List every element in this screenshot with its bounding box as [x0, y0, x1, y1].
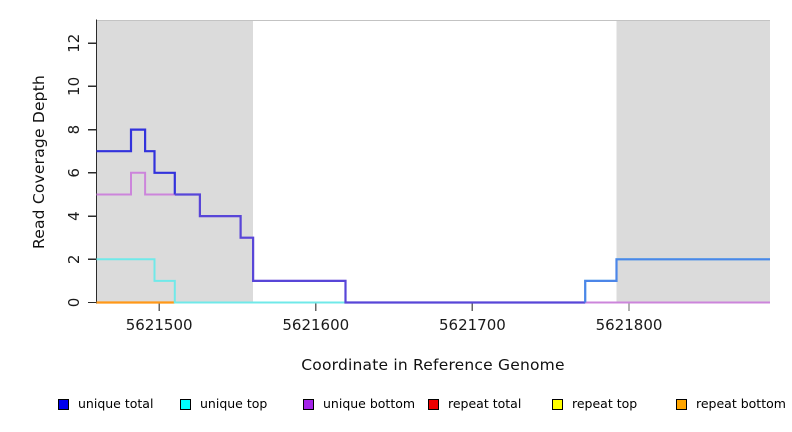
- legend-swatch-icon: [303, 398, 314, 410]
- legend-item-repeat-total: repeat total: [428, 397, 521, 411]
- legend-swatch-icon: [676, 398, 687, 410]
- shaded-region: [96, 20, 254, 304]
- legend-label: unique top: [200, 396, 268, 411]
- y-axis-tick-label: 10: [65, 77, 83, 96]
- unique-total-line-light: [584, 258, 770, 303]
- legend-item-unique-top: unique top: [180, 397, 267, 411]
- legend-swatch-icon: [428, 398, 439, 410]
- y-axis-tick-label: 2: [65, 255, 83, 265]
- legend-label: unique bottom: [323, 396, 416, 411]
- legend-swatch-icon: [58, 398, 69, 410]
- x-axis-title: Coordinate in Reference Genome: [301, 356, 565, 374]
- x-axis-tick-label: 5621700: [439, 316, 506, 334]
- y-axis-tick-label: 12: [65, 34, 83, 53]
- legend-label: repeat top: [572, 396, 638, 411]
- y-axis-tick-label: 8: [65, 125, 83, 135]
- y-axis-tick-label: 4: [65, 211, 83, 221]
- x-axis-tick-label: 5621500: [126, 316, 193, 334]
- legend-swatch-icon: [552, 398, 563, 410]
- legend-item-repeat-top: repeat top: [552, 397, 637, 411]
- x-axis-tick-label: 5621800: [596, 316, 663, 334]
- y-axis-tick-label: 0: [65, 298, 83, 308]
- legend-item-unique-bottom: unique bottom: [303, 397, 415, 411]
- legend-label: unique total: [78, 396, 154, 411]
- legend-label: repeat bottom: [696, 396, 786, 411]
- y-axis-title: Read Coverage Depth: [30, 74, 48, 250]
- y-axis-tick-label: 6: [65, 168, 83, 178]
- legend-item-repeat-bottom: repeat bottom: [676, 397, 786, 411]
- legend-swatch-icon: [180, 398, 191, 410]
- shaded-region: [616, 20, 770, 304]
- legend-item-unique-total: unique total: [58, 397, 153, 411]
- legend-label: repeat total: [448, 396, 522, 411]
- unique-total-line-violet: [174, 193, 586, 304]
- unique-total-line-dark: [96, 128, 176, 195]
- x-axis-tick-label: 5621600: [282, 316, 349, 334]
